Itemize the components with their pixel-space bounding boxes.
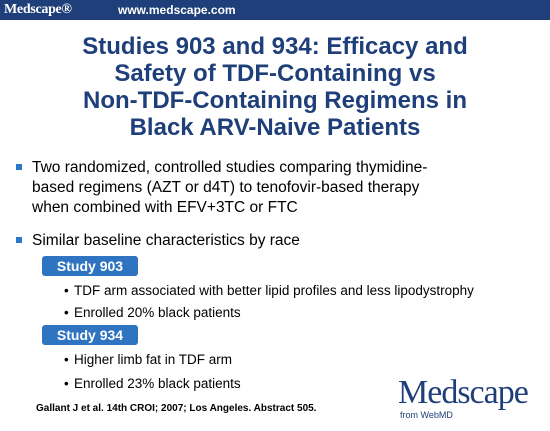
slide-title: Studies 903 and 934: Efficacy and Safety… [10, 33, 540, 141]
study-903-label: Study 903 [42, 256, 138, 276]
header-bar: Medscape® www.medscape.com [0, 0, 550, 20]
logo-tagline: from WebMD [400, 410, 453, 420]
study-903-point: • TDF arm associated with better lipid pr… [64, 283, 474, 298]
site-url[interactable]: www.medscape.com [118, 3, 236, 17]
study-934-point: • Higher limb fat in TDF arm [64, 352, 233, 367]
square-bullet-icon [16, 237, 22, 243]
study-934-label: Study 934 [42, 325, 138, 345]
logo-wordmark: Medscape [398, 374, 529, 411]
title-line: Black ARV-Naive Patients [129, 114, 421, 141]
citation: Gallant J et al. 14th CROI; 2007; Los An… [36, 403, 317, 414]
study-903-point: • Enrolled 20% black patients [64, 305, 241, 320]
title-line: Safety of TDF-Containing vs [114, 60, 436, 87]
bullet-studies: Two randomized, controlled studies compa… [16, 158, 427, 218]
title-line: Non-TDF-Containing Regimens in [83, 87, 467, 114]
study-934-point: • Enrolled 23% black patients [64, 376, 241, 391]
title-line: Studies 903 and 934: Efficacy and [82, 33, 468, 60]
bullet-text-line: Similar baseline characteristics by race [32, 232, 300, 249]
bullet-text-line: Two randomized, controlled studies compa… [32, 159, 428, 176]
bullet-text-line: when combined with EFV+3TC or FTC [32, 199, 298, 216]
square-bullet-icon [16, 164, 22, 170]
bullet-baseline: Similar baseline characteristics by race [16, 231, 300, 251]
medscape-logo: Medscape from WebMD [398, 376, 538, 422]
brand-logo-text: Medscape® [4, 2, 72, 17]
bullet-text-line: based regimens (AZT or d4T) to tenofovir… [32, 179, 420, 196]
